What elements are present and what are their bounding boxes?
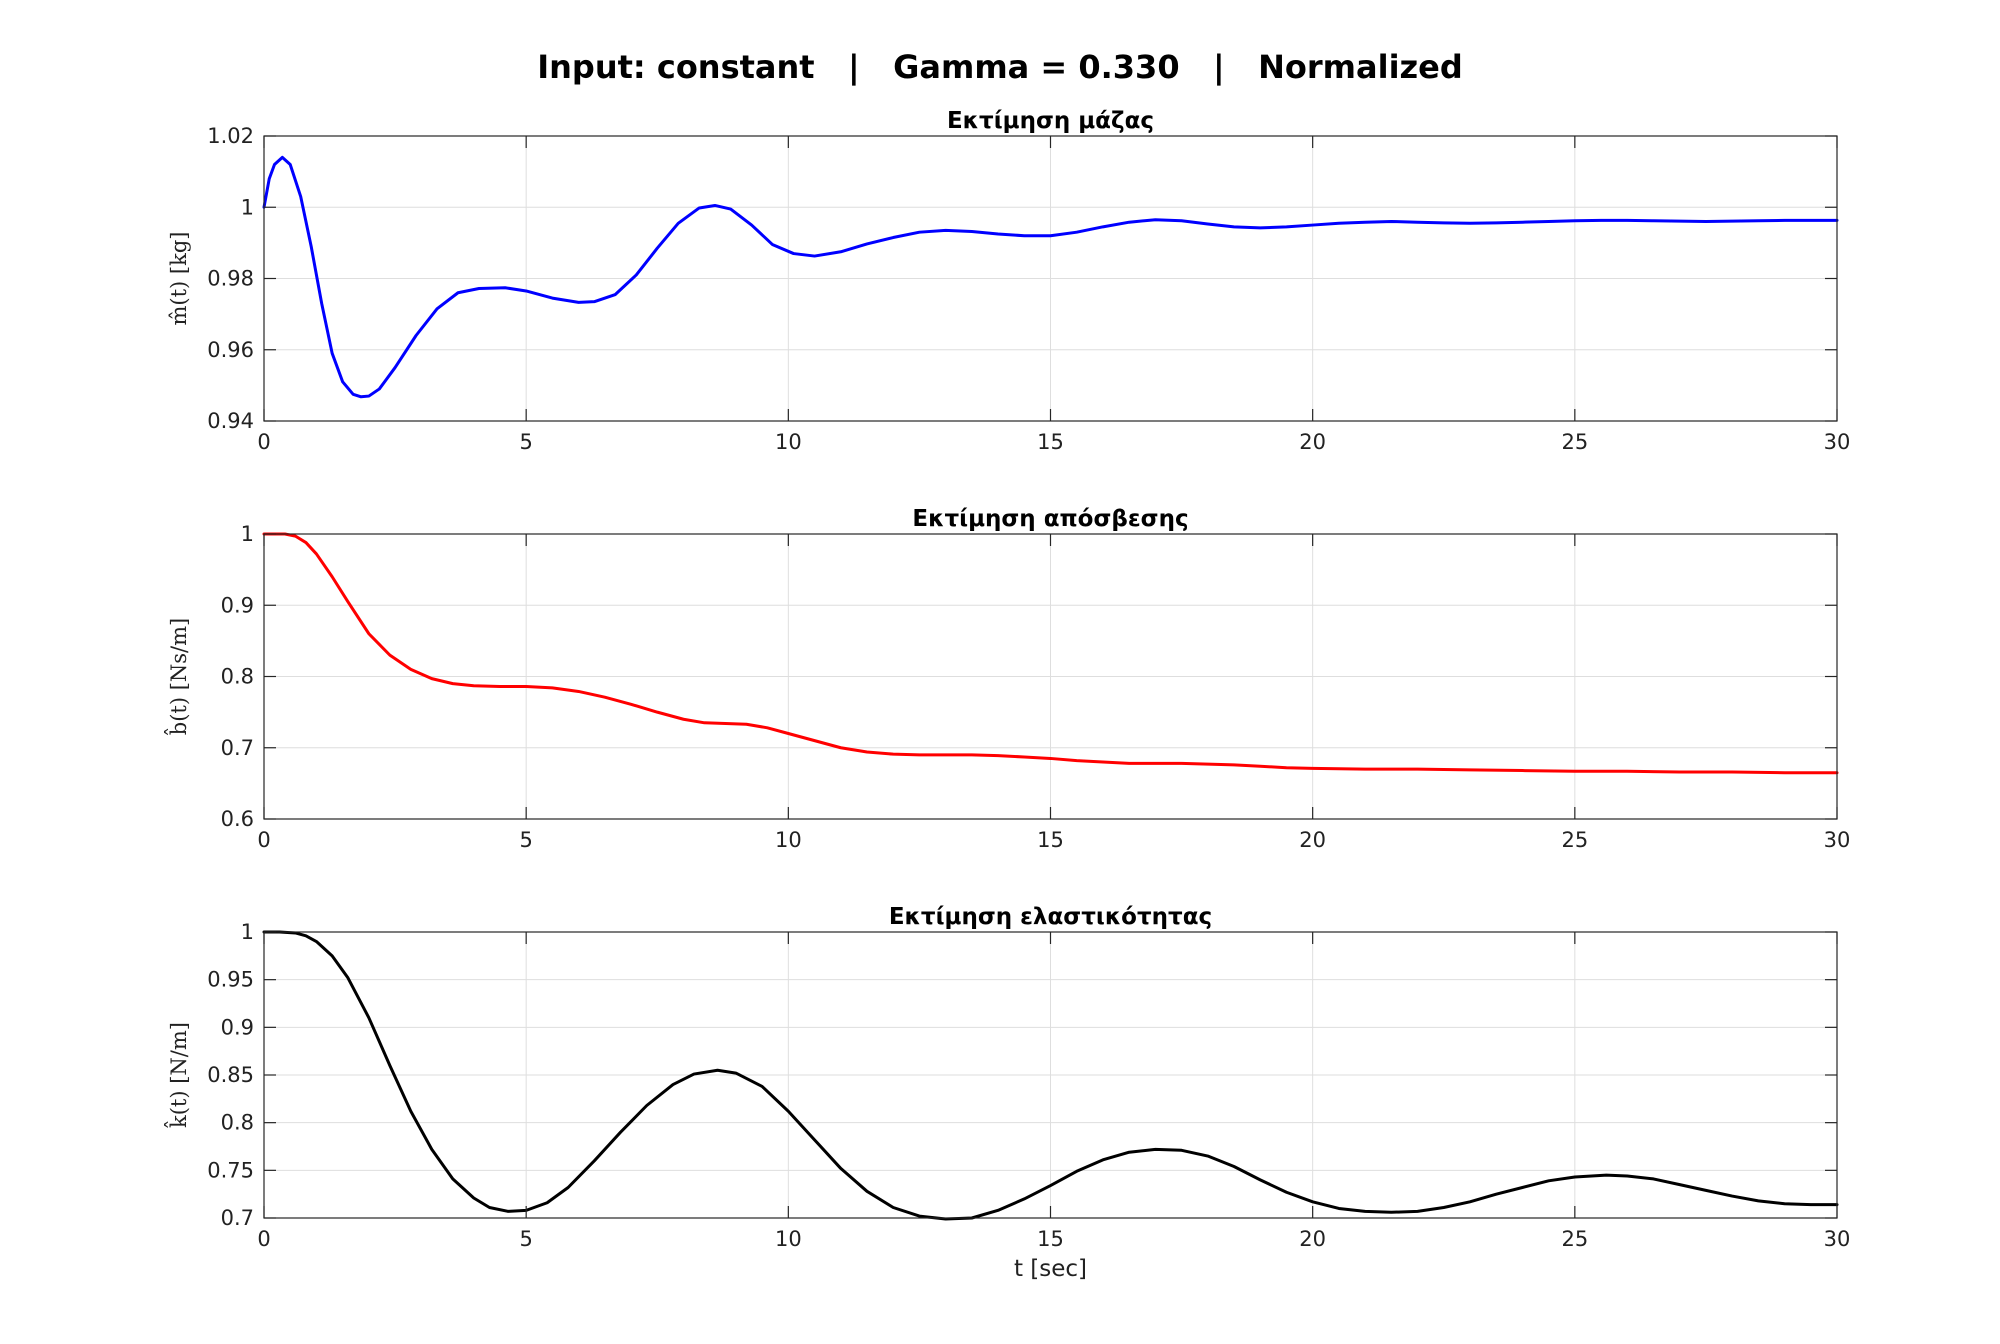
y-tick-label: 0.7 <box>221 736 254 760</box>
x-tick-label: 10 <box>775 1227 802 1251</box>
y-tick-label: 0.9 <box>221 1015 254 1039</box>
x-tick-label: 30 <box>1824 430 1851 454</box>
figure-title: Input: constant | Gamma = 0.330 | Normal… <box>537 48 1463 86</box>
y-axis-label: k̂(t) [N/m] <box>164 1022 191 1128</box>
x-tick-label: 0 <box>257 430 270 454</box>
x-tick-label: 20 <box>1299 828 1326 852</box>
y-axis-label: b̂(t) [Ns/m] <box>164 618 191 736</box>
y-tick-label: 0.9 <box>221 593 254 617</box>
x-tick-label: 30 <box>1824 1227 1851 1251</box>
x-tick-label: 5 <box>519 1227 532 1251</box>
y-tick-label: 0.96 <box>207 338 254 362</box>
y-tick-label: 0.6 <box>221 807 254 831</box>
x-tick-label: 15 <box>1037 828 1064 852</box>
subplot-title: Εκτίμηση απόσβεσης <box>912 506 1188 532</box>
y-axis-label: m̂(t) [kg] <box>167 232 191 326</box>
y-tick-label: 1 <box>241 522 254 546</box>
x-tick-label: 30 <box>1824 828 1851 852</box>
y-tick-label: 0.95 <box>207 968 254 992</box>
subplot-mass: 0 5 10 15 20 25 30 0.94 0.96 0.98 1 1.02 Εκτίμηση μά… <box>167 108 1850 454</box>
y-tick-label: 0.94 <box>207 409 254 433</box>
x-tick-label: 20 <box>1299 1227 1326 1251</box>
x-tick-label: 20 <box>1299 430 1326 454</box>
subplot-elasticity: 0 5 10 15 20 25 30 0.7 0.75 0.8 0.85 0.9 0.95 1 Εκτίμη… <box>164 904 1850 1282</box>
subplot-title: Εκτίμηση ελαστικότητας <box>889 904 1212 930</box>
y-tick-label: 0.98 <box>207 267 254 291</box>
series-line-0 <box>262 155 1839 399</box>
x-axis-label: t [sec] <box>1014 1256 1087 1282</box>
y-tick-label: 1.02 <box>207 124 254 148</box>
x-tick-label: 15 <box>1037 430 1064 454</box>
y-tick-label: 0.75 <box>207 1158 254 1182</box>
x-tick-label: 25 <box>1561 828 1588 852</box>
y-tick-label: 0.8 <box>221 1111 254 1135</box>
x-tick-label: 0 <box>257 1227 270 1251</box>
y-tick-label: 0.8 <box>221 665 254 689</box>
subplot-damping: 0 5 10 15 20 25 30 0.6 0.7 0.8 0.9 1 Εκτίμηση απόσβε… <box>164 506 1850 852</box>
x-tick-label: 10 <box>775 430 802 454</box>
subplot-title: Εκτίμηση μάζας <box>947 108 1154 134</box>
x-tick-label: 5 <box>519 828 532 852</box>
x-tick-label: 5 <box>519 430 532 454</box>
x-tick-label: 10 <box>775 828 802 852</box>
x-tick-label: 0 <box>257 828 270 852</box>
series-line-0 <box>262 532 1839 775</box>
x-tick-label: 15 <box>1037 1227 1064 1251</box>
x-tick-label: 25 <box>1561 430 1588 454</box>
y-tick-label: 0.7 <box>221 1206 254 1230</box>
y-tick-label: 1 <box>241 920 254 944</box>
y-tick-label: 0.85 <box>207 1063 254 1087</box>
y-tick-label: 1 <box>241 195 254 219</box>
x-tick-label: 25 <box>1561 1227 1588 1251</box>
